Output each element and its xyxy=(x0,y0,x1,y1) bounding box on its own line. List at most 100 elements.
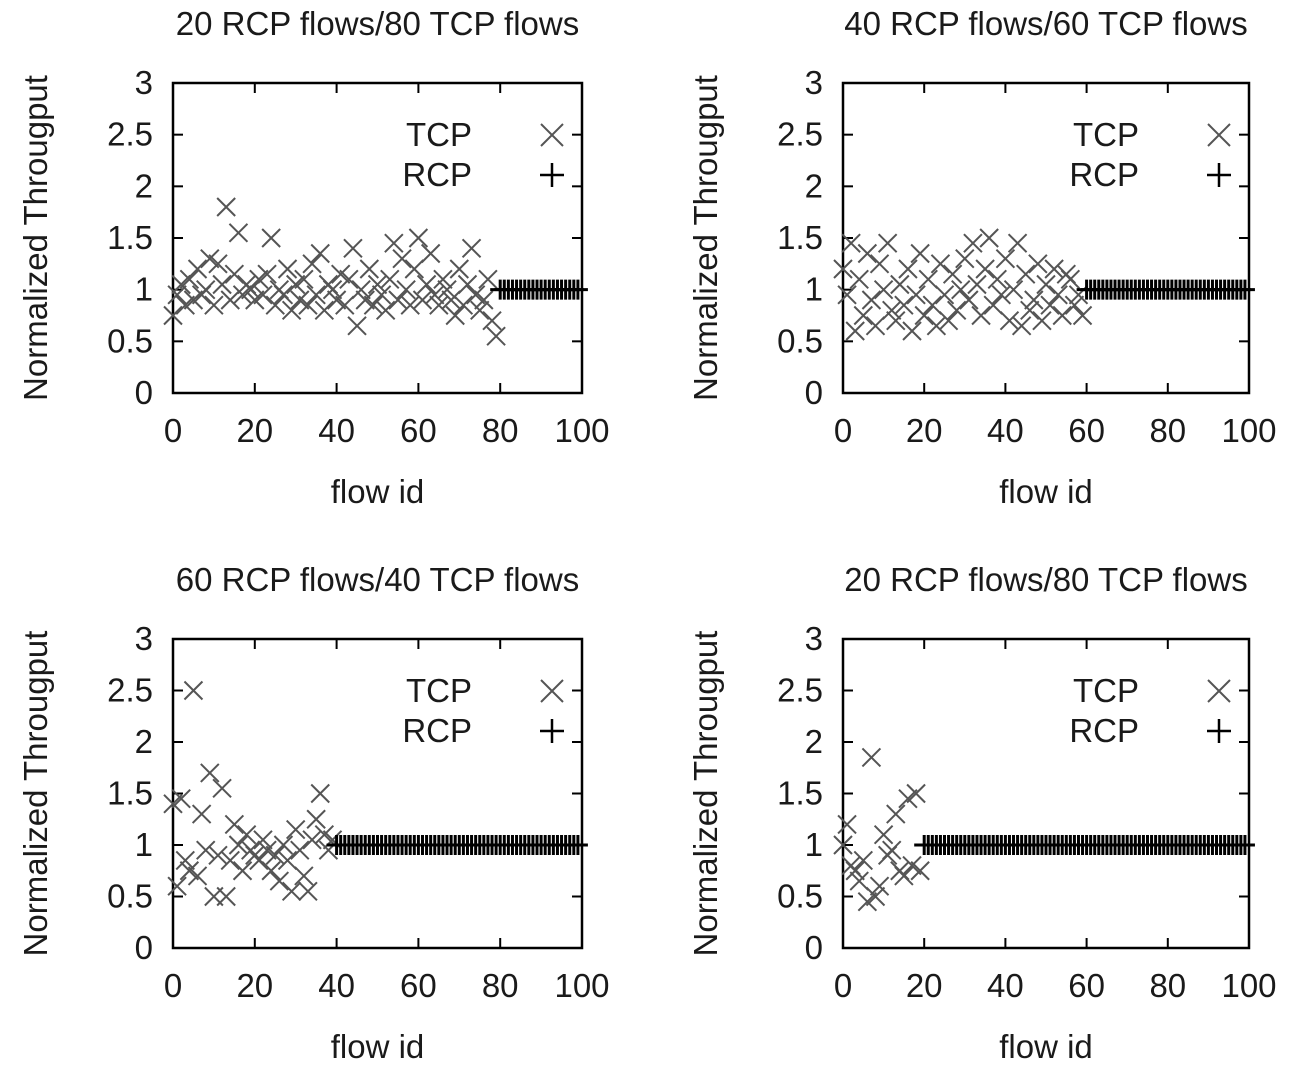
tcp-point xyxy=(453,295,474,315)
tcp-point xyxy=(987,269,1007,290)
tcp-point xyxy=(425,285,445,305)
y-tick-label: 3 xyxy=(805,620,823,657)
tcp-point xyxy=(187,866,208,886)
tcp-point xyxy=(995,248,1016,269)
tcp-point xyxy=(457,274,478,295)
tcp-point xyxy=(175,850,195,871)
tcp-point xyxy=(869,876,890,896)
tcp-point xyxy=(833,835,853,855)
rcp-point xyxy=(1234,835,1255,855)
chart-title: 60 RCP flows/40 TCP flows xyxy=(176,561,580,598)
legend-label-tcp: TCP xyxy=(406,116,472,153)
tcp-point xyxy=(942,264,963,284)
tcp-point xyxy=(200,763,220,783)
legend-label-tcp: TCP xyxy=(1073,672,1139,709)
tcp-point xyxy=(979,228,999,248)
x-tick-label: 0 xyxy=(834,412,852,449)
tcp-point xyxy=(261,228,281,248)
x-tick-label: 20 xyxy=(236,967,273,1004)
tcp-point xyxy=(220,290,240,310)
y-tick-label: 2.5 xyxy=(107,672,153,709)
y-tick-label: 2 xyxy=(135,167,153,204)
tcp-point xyxy=(367,274,388,295)
tcp-point xyxy=(347,316,367,336)
tcp-point xyxy=(886,310,906,331)
y-tick-label: 0.5 xyxy=(777,878,823,915)
y-tick-label: 1.5 xyxy=(107,775,153,812)
legend-label-rcp: RCP xyxy=(1069,712,1139,749)
x-tick-label: 100 xyxy=(554,412,609,449)
tcp-point xyxy=(938,310,959,331)
tcp-point xyxy=(1032,310,1052,331)
tcp-point xyxy=(339,269,359,290)
series-rcp xyxy=(490,279,588,300)
tcp-point xyxy=(281,881,302,902)
tcp-point xyxy=(449,259,470,279)
tcp-point xyxy=(302,830,322,850)
tcp-point xyxy=(277,259,298,279)
tcp-point xyxy=(1064,295,1085,315)
plot-frame xyxy=(171,637,584,950)
x-tick-label: 100 xyxy=(554,967,609,1004)
legend-marker-tcp xyxy=(540,123,564,147)
x-axis-label: flow id xyxy=(999,1028,1093,1065)
series-tcp xyxy=(833,747,930,912)
chart-panel-2: 40 RCP flows/60 TCP flows 0 0.5 1 1.5 2 2.5 3 0 2… xyxy=(687,5,1277,510)
tcp-point xyxy=(273,285,294,305)
tcp-point xyxy=(894,295,914,315)
tcp-point xyxy=(967,274,987,295)
tcp-point xyxy=(946,300,967,321)
tcp-point xyxy=(400,295,420,315)
tcp-point xyxy=(228,223,249,243)
tcp-point xyxy=(991,285,1012,305)
tcp-point xyxy=(433,269,453,290)
tcp-point xyxy=(310,243,330,264)
tcp-point xyxy=(277,850,298,871)
x-tick-label: 60 xyxy=(400,412,437,449)
tcp-point xyxy=(1011,316,1032,336)
x-tick-label: 40 xyxy=(318,412,355,449)
tcp-point xyxy=(269,871,290,891)
tcp-point xyxy=(371,285,392,305)
tcp-point xyxy=(882,300,902,321)
tcp-point xyxy=(253,285,273,305)
tcp-point xyxy=(163,305,183,326)
tcp-point xyxy=(837,285,857,305)
y-tick-label: 0 xyxy=(135,374,153,411)
tcp-point xyxy=(1044,259,1064,279)
tcp-point xyxy=(343,238,363,259)
y-tick-label: 1 xyxy=(805,271,823,308)
y-axis-label: Normalized Througput xyxy=(687,75,724,401)
tcp-point xyxy=(191,804,212,824)
tcp-point xyxy=(416,274,437,295)
tcp-point xyxy=(310,783,330,804)
tcp-point xyxy=(363,295,384,315)
tcp-point xyxy=(910,861,930,881)
tcp-point xyxy=(861,290,882,310)
x-tick-label: 0 xyxy=(164,967,182,1004)
tcp-point xyxy=(926,316,947,336)
tcp-point xyxy=(1028,254,1048,274)
series-rcp xyxy=(326,835,588,855)
tcp-point xyxy=(232,861,253,881)
tcp-point xyxy=(294,269,314,290)
tcp-point xyxy=(971,305,991,326)
tcp-point xyxy=(388,290,408,310)
series-tcp xyxy=(163,680,343,907)
tcp-point xyxy=(890,274,910,295)
tcp-point xyxy=(224,264,245,284)
tcp-point xyxy=(975,259,995,279)
tcp-point xyxy=(196,840,216,860)
tcp-point xyxy=(845,861,865,881)
legend-marker-rcp xyxy=(540,163,564,187)
tcp-point xyxy=(228,835,249,855)
tcp-point xyxy=(249,850,269,871)
y-tick-label: 2 xyxy=(135,723,153,760)
y-tick-label: 1 xyxy=(135,826,153,863)
tcp-point xyxy=(1003,279,1024,300)
legend-label-rcp: RCP xyxy=(402,712,472,749)
tcp-point xyxy=(1060,269,1081,290)
tcp-point xyxy=(220,850,240,871)
series-tcp xyxy=(163,197,506,346)
x-tick-label: 0 xyxy=(834,967,852,1004)
